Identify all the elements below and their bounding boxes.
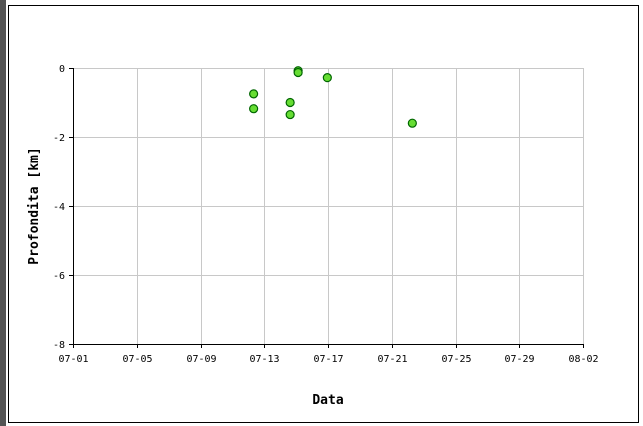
left-edge-bar — [0, 0, 6, 426]
data-point — [293, 67, 303, 78]
y-axis-title: Profondita [km] — [27, 147, 42, 264]
x-tick-label: 07-21 — [377, 354, 407, 365]
data-point — [407, 118, 417, 128]
x-tick-label: 08-02 — [568, 354, 598, 365]
y-tick-label: -4 — [53, 202, 65, 213]
x-axis-title: Data — [312, 393, 343, 408]
x-tick-label: 07-13 — [249, 354, 279, 365]
data-point — [285, 109, 295, 120]
data-point — [249, 89, 259, 99]
x-tick-label: 07-05 — [122, 354, 152, 365]
y-tick-label: -6 — [53, 271, 65, 282]
x-tick-label: 07-29 — [504, 354, 534, 365]
x-tick-label: 07-01 — [58, 354, 88, 365]
chart-frame — [8, 5, 639, 423]
axis-layer — [69, 68, 584, 348]
x-tick-label: 07-09 — [186, 354, 216, 365]
y-tick-label: -8 — [53, 340, 65, 351]
tick-label-layer: 07-01 07-05 07-09 07-13 07-17 07-21 07-25 07-29… — [53, 64, 599, 365]
y-tick-label: -2 — [53, 133, 65, 144]
data-point — [249, 104, 259, 114]
x-tick-label: 07-17 — [313, 354, 343, 365]
data-point — [285, 97, 295, 108]
x-tick-label: 07-25 — [441, 354, 471, 365]
y-tick-label: 0 — [59, 64, 65, 75]
data-point-layer — [249, 66, 417, 128]
data-point — [322, 73, 332, 83]
